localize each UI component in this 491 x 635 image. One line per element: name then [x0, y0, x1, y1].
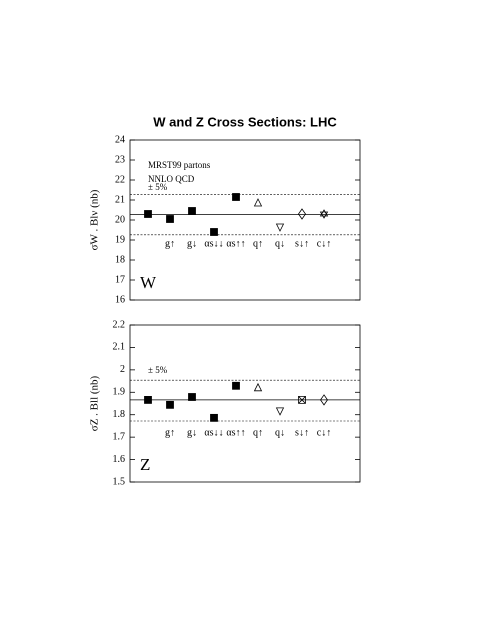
marker [144, 210, 152, 218]
marker [298, 208, 306, 220]
x-category-label: s↓↑ [295, 238, 309, 249]
x-category-label: αs↓↓ [204, 238, 223, 249]
x-category-label: q↓ [275, 238, 285, 249]
y-tick-label: 1.8 [113, 409, 126, 420]
marker [188, 393, 196, 401]
marker [166, 400, 174, 409]
annotation: ± 5% [148, 182, 168, 192]
x-category-label: c↓↑ [317, 238, 331, 249]
y-axis-label: σW . Blν (nb) [89, 189, 101, 250]
y-tick-label: 1.5 [113, 476, 126, 487]
marker [188, 207, 196, 215]
y-tick-label: 16 [115, 294, 125, 305]
x-category-label: αs↑↑ [226, 238, 245, 249]
y-tick-label: 22 [115, 174, 125, 185]
annotation: NNLO QCD [148, 174, 195, 184]
x-category-label: αs↑↑ [226, 427, 245, 438]
y-tick-label: 17 [115, 274, 125, 285]
annotation: ± 5% [148, 365, 168, 375]
y-tick-label: 21 [115, 194, 125, 205]
x-category-label: s↓↑ [295, 427, 309, 438]
y-axis-label: σZ . Bll (nb) [89, 375, 101, 431]
marker [210, 413, 218, 422]
x-category-label: q↑ [253, 238, 263, 249]
y-tick-label: 18 [115, 254, 125, 265]
panel-label: Z [140, 455, 150, 474]
panel-label: W [140, 273, 157, 292]
x-category-label: g↓ [187, 238, 197, 249]
marker [210, 228, 218, 236]
y-tick-label: 2.2 [113, 319, 126, 330]
y-tick-label: 1.7 [113, 431, 126, 442]
chart-title: W and Z Cross Sections: LHC [153, 114, 337, 129]
marker [166, 215, 174, 223]
y-tick-label: 20 [115, 214, 125, 225]
x-category-label: αs↓↓ [204, 427, 223, 438]
marker [232, 193, 240, 201]
annotation: MRST99 partons [148, 160, 211, 170]
x-category-label: g↓ [187, 427, 197, 438]
marker [232, 381, 240, 390]
plot-frame [129, 324, 361, 483]
y-tick-label: 24 [115, 134, 125, 145]
x-category-label: q↓ [275, 427, 285, 438]
marker [144, 396, 152, 404]
y-tick-label: 23 [115, 154, 125, 165]
y-tick-label: 19 [115, 234, 125, 245]
x-category-label: g↑ [165, 238, 175, 249]
marker [275, 407, 285, 416]
marker [253, 382, 263, 392]
y-tick-label: 1.6 [113, 454, 126, 465]
y-tick-label: 1.9 [113, 387, 126, 398]
y-tick-label: 2 [120, 364, 125, 375]
x-category-label: q↑ [253, 427, 263, 438]
x-category-label: c↓↑ [317, 427, 331, 438]
marker [320, 394, 328, 406]
marker [253, 198, 263, 207]
x-category-label: g↑ [165, 427, 175, 438]
y-tick-label: 2.1 [113, 342, 126, 353]
marker [275, 223, 285, 232]
marker [298, 396, 306, 404]
marker [319, 209, 329, 219]
